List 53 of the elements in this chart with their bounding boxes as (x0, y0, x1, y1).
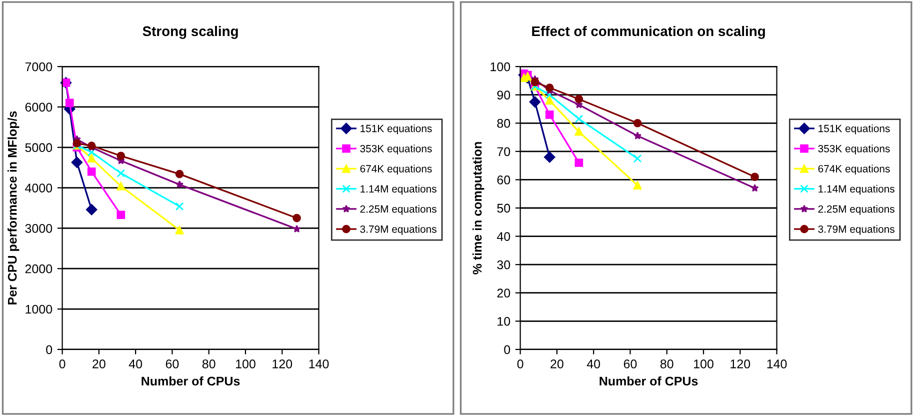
y-tick-label: 10 (498, 316, 510, 326)
x-axis-title: Number of CPUs (600, 376, 698, 386)
y-tick-label: 50 (497, 204, 510, 213)
x-tick-label: 80 (660, 359, 674, 368)
legend-label: 674K equations (360, 164, 432, 175)
y-tick-label: 90 (497, 90, 510, 100)
y-tick-label: 20 (497, 288, 510, 298)
x-tick-label: 0 (517, 359, 524, 368)
legend-label: 1.14M equations (818, 184, 894, 195)
x-tick-label: 60 (166, 359, 179, 368)
x-tick-label: 20 (550, 359, 564, 368)
y-tick-label: 0 (46, 345, 52, 354)
y-tick-label: 30 (497, 260, 510, 270)
x-tick-label: 80 (202, 359, 216, 368)
y-tick-label: 1000 (26, 304, 52, 314)
x-tick-label: 60 (624, 359, 637, 368)
x-tick-label: 40 (128, 359, 142, 368)
x-tick-label: 140 (309, 359, 329, 368)
x-tick-label: 20 (92, 359, 106, 368)
legend-label: 674K equations (818, 164, 890, 175)
x-tick-label: 100 (694, 359, 714, 368)
y-axis-title: Per CPU performance in MFlop/s (8, 111, 20, 304)
x-tick-label: 40 (586, 359, 600, 368)
y-tick-label: 2000 (25, 264, 52, 274)
y-tick-label: 7000 (25, 62, 52, 72)
y-tick-label: 6000 (25, 102, 52, 112)
chart-title: Effect of communication on scaling (532, 26, 765, 39)
x-tick-label: 120 (272, 359, 292, 368)
legend-label: 151K equations (818, 124, 890, 134)
y-tick-label: 80 (497, 118, 510, 128)
y-tick-label: 100 (490, 62, 510, 72)
y-axis-title: % time in computation (472, 142, 484, 274)
legend-label: 353K equations (818, 144, 890, 154)
legend-label: 353K equations (360, 144, 432, 154)
chart-title: Strong scaling (142, 26, 238, 39)
x-tick-label: 0 (59, 359, 66, 368)
x-tick-label: 140 (767, 359, 787, 368)
y-tick-label: 60 (497, 176, 510, 184)
y-tick-label: 5000 (25, 143, 52, 152)
legend-label: 2.25M equations (360, 205, 436, 215)
legend-label: 2.25M equations (818, 205, 894, 215)
y-tick-label: 0 (504, 345, 510, 354)
x-axis-title: Number of CPUs (142, 376, 240, 386)
legend-label: 1.14M equations (360, 184, 436, 195)
legend-label: 3.79M equations (818, 225, 894, 235)
y-tick-label: 4000 (25, 184, 52, 192)
y-tick-label: 70 (497, 147, 510, 156)
legend-label: 151K equations (360, 124, 432, 134)
x-tick-label: 120 (730, 359, 750, 368)
y-tick-label: 3000 (25, 224, 52, 233)
x-tick-label: 100 (236, 359, 256, 368)
legend-label: 3.79M equations (360, 225, 436, 235)
y-tick-label: 40 (496, 232, 510, 241)
